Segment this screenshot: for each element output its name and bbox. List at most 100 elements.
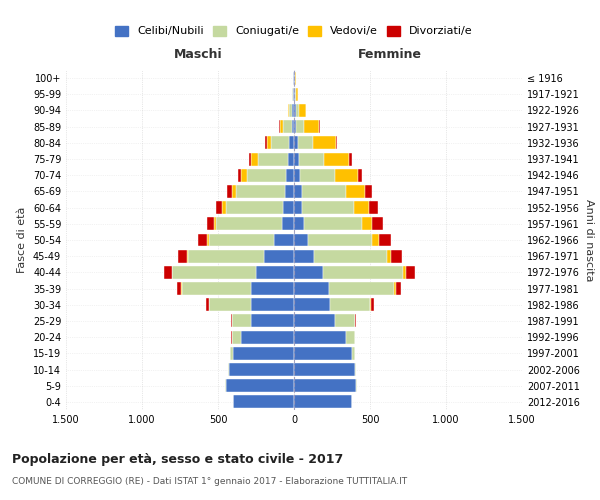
Bar bbox=[232, 185, 236, 198]
Bar bbox=[188, 250, 263, 262]
Bar bbox=[247, 169, 286, 181]
Bar bbox=[293, 72, 294, 85]
Bar bbox=[336, 136, 337, 149]
Bar bbox=[296, 104, 299, 117]
Bar bbox=[289, 136, 294, 149]
Bar bbox=[296, 120, 304, 133]
Bar bbox=[370, 298, 371, 311]
Bar bbox=[222, 201, 226, 214]
Bar bbox=[294, 330, 346, 344]
Bar bbox=[230, 347, 233, 360]
Bar bbox=[294, 396, 352, 408]
Bar bbox=[325, 152, 349, 166]
Bar bbox=[294, 104, 296, 117]
Bar bbox=[372, 218, 383, 230]
Bar bbox=[294, 363, 355, 376]
Bar bbox=[294, 72, 295, 85]
Bar bbox=[198, 234, 208, 246]
Bar bbox=[406, 266, 415, 279]
Bar bbox=[228, 363, 229, 376]
Bar bbox=[294, 120, 296, 133]
Bar bbox=[349, 152, 352, 166]
Bar bbox=[182, 282, 251, 295]
Bar bbox=[288, 152, 294, 166]
Bar bbox=[331, 298, 370, 311]
Bar bbox=[227, 185, 232, 198]
Bar bbox=[292, 104, 294, 117]
Bar bbox=[289, 104, 292, 117]
Bar bbox=[294, 298, 331, 311]
Text: COMUNE DI CORREGGIO (RE) - Dati ISTAT 1° gennaio 2017 - Elaborazione TUTTITALIA.: COMUNE DI CORREGGIO (RE) - Dati ISTAT 1°… bbox=[12, 478, 407, 486]
Bar bbox=[288, 104, 289, 117]
Bar bbox=[263, 250, 294, 262]
Bar bbox=[172, 266, 256, 279]
Bar bbox=[232, 314, 251, 328]
Bar bbox=[293, 88, 294, 101]
Bar bbox=[266, 136, 271, 149]
Bar bbox=[358, 169, 362, 181]
Bar bbox=[391, 250, 402, 262]
Bar bbox=[304, 120, 319, 133]
Bar bbox=[274, 234, 294, 246]
Bar bbox=[257, 152, 288, 166]
Bar bbox=[283, 201, 294, 214]
Bar bbox=[294, 218, 304, 230]
Bar bbox=[217, 201, 222, 214]
Bar bbox=[208, 234, 209, 246]
Bar bbox=[233, 347, 294, 360]
Text: Popolazione per età, sesso e stato civile - 2017: Popolazione per età, sesso e stato civil… bbox=[12, 452, 343, 466]
Bar bbox=[314, 250, 387, 262]
Bar bbox=[232, 330, 241, 344]
Bar bbox=[294, 379, 356, 392]
Bar bbox=[335, 169, 358, 181]
Bar bbox=[294, 169, 300, 181]
Bar bbox=[226, 379, 294, 392]
Bar bbox=[355, 314, 356, 328]
Bar bbox=[286, 169, 294, 181]
Bar bbox=[294, 250, 314, 262]
Bar bbox=[300, 169, 335, 181]
Bar bbox=[346, 185, 365, 198]
Bar bbox=[369, 201, 379, 214]
Bar bbox=[292, 88, 293, 101]
Bar bbox=[346, 330, 355, 344]
Bar bbox=[379, 234, 391, 246]
Legend: Celibi/Nubili, Coniugati/e, Vedovi/e, Divorziati/e: Celibi/Nubili, Coniugati/e, Vedovi/e, Di… bbox=[111, 21, 477, 41]
Bar bbox=[329, 282, 394, 295]
Bar bbox=[214, 218, 217, 230]
Bar bbox=[387, 250, 391, 262]
Bar bbox=[238, 169, 241, 181]
Bar bbox=[282, 218, 294, 230]
Bar bbox=[395, 282, 401, 295]
Bar bbox=[283, 120, 292, 133]
Bar bbox=[294, 234, 308, 246]
Bar bbox=[294, 266, 323, 279]
Bar bbox=[294, 347, 352, 360]
Bar bbox=[313, 136, 336, 149]
Bar bbox=[241, 330, 294, 344]
Bar bbox=[176, 282, 181, 295]
Bar bbox=[271, 136, 289, 149]
Bar bbox=[294, 185, 302, 198]
Bar bbox=[294, 201, 302, 214]
Bar bbox=[304, 218, 362, 230]
Bar bbox=[209, 298, 251, 311]
Bar bbox=[294, 314, 335, 328]
Text: Femmine: Femmine bbox=[358, 48, 422, 61]
Bar bbox=[295, 72, 296, 85]
Bar bbox=[294, 88, 295, 101]
Bar bbox=[323, 266, 403, 279]
Bar bbox=[251, 298, 294, 311]
Bar bbox=[371, 298, 374, 311]
Bar bbox=[231, 314, 232, 328]
Bar bbox=[355, 363, 356, 376]
Bar bbox=[295, 88, 296, 101]
Bar bbox=[299, 104, 306, 117]
Bar bbox=[217, 218, 282, 230]
Bar bbox=[280, 120, 283, 133]
Bar bbox=[251, 314, 294, 328]
Bar bbox=[299, 152, 325, 166]
Bar bbox=[298, 136, 313, 149]
Bar bbox=[285, 185, 294, 198]
Bar bbox=[178, 250, 187, 262]
